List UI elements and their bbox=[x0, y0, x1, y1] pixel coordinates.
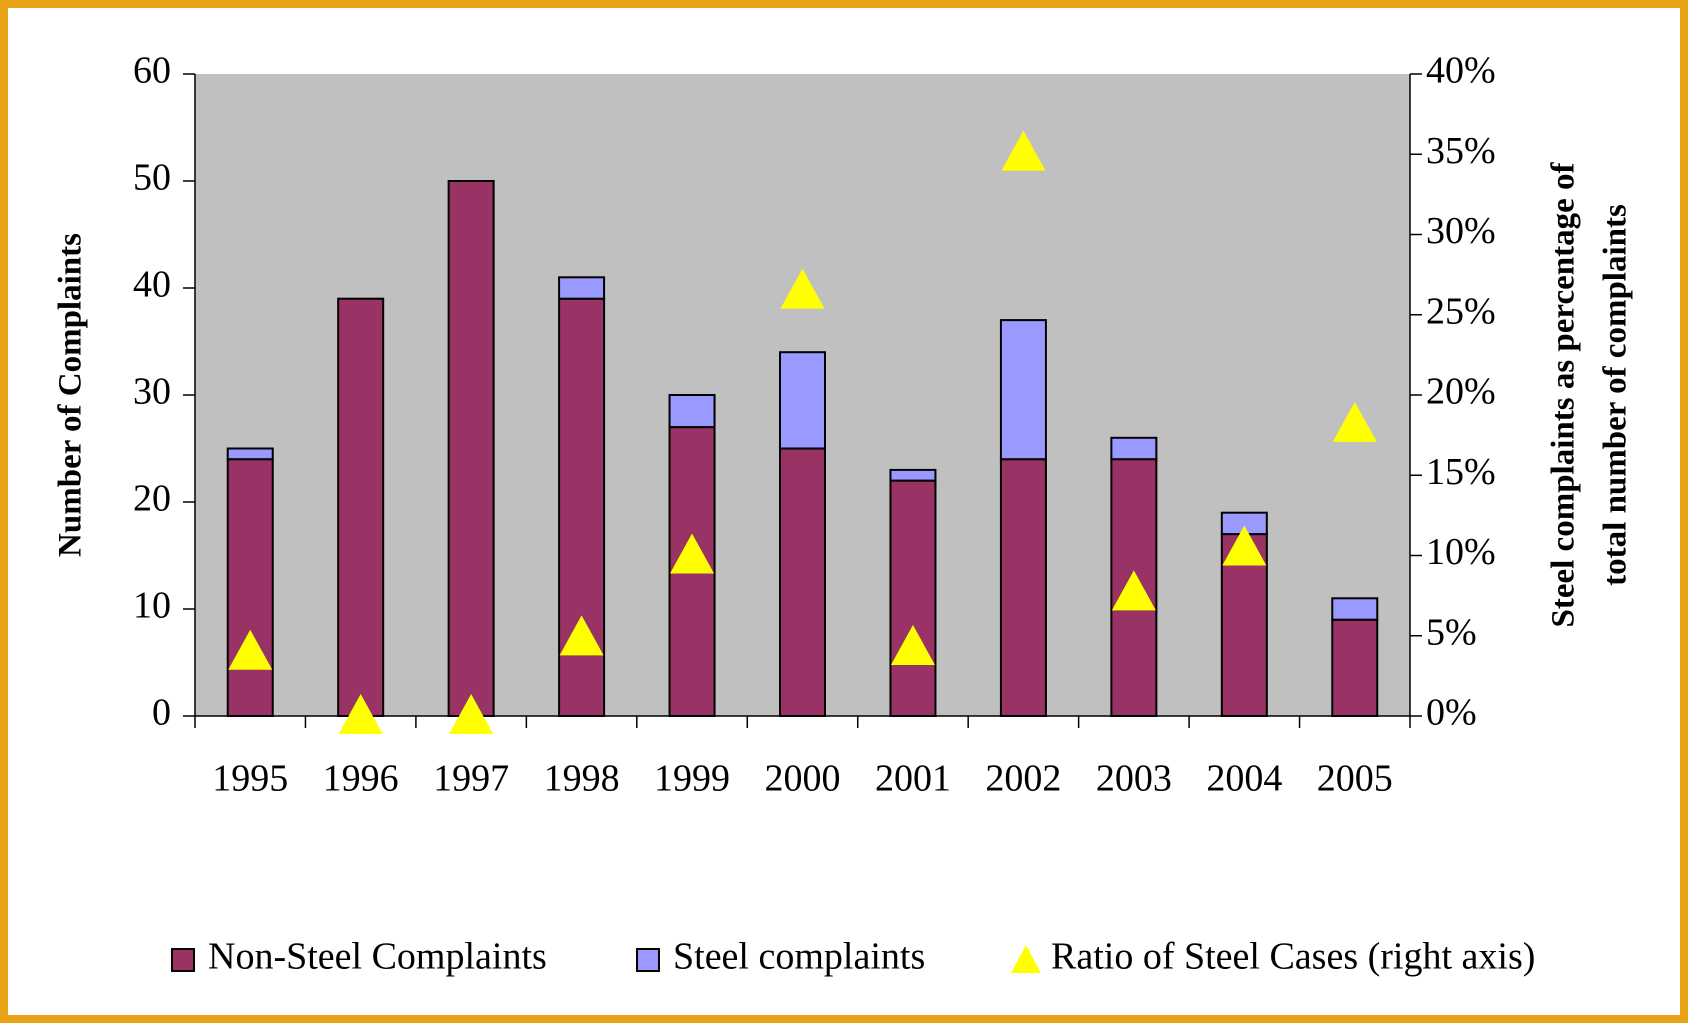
bar bbox=[668, 394, 716, 429]
y-tick-label: 0 bbox=[152, 692, 171, 734]
marker bbox=[890, 624, 935, 665]
y-tick-label: 60 bbox=[133, 50, 171, 92]
legend-swatch bbox=[171, 948, 195, 972]
x-tick-label: 1996 bbox=[323, 758, 399, 800]
x-tick-label: 2002 bbox=[985, 758, 1061, 800]
y2-tick-label: 0% bbox=[1426, 692, 1477, 734]
x-tick-label: 1998 bbox=[544, 758, 620, 800]
y2-tick-label: 25% bbox=[1426, 290, 1496, 332]
marker bbox=[1222, 525, 1267, 566]
legend-label: Steel complaints bbox=[673, 936, 925, 978]
y2-tick-label: 20% bbox=[1426, 371, 1496, 413]
y-tick-label: 30 bbox=[133, 371, 171, 413]
y-tick-label: 10 bbox=[133, 585, 171, 627]
x-tick-label: 1997 bbox=[433, 758, 509, 800]
legend-swatch bbox=[636, 948, 660, 972]
bar bbox=[558, 276, 606, 300]
y2-tick-label: 40% bbox=[1426, 50, 1496, 92]
bar bbox=[1110, 436, 1158, 461]
y2-tick-label: 15% bbox=[1426, 451, 1496, 493]
legend-label: Non-Steel Complaints bbox=[208, 936, 547, 978]
bar bbox=[999, 458, 1047, 717]
x-tick-label: 2005 bbox=[1317, 758, 1393, 800]
y-tick-label: 20 bbox=[133, 478, 171, 520]
marker bbox=[1332, 401, 1377, 442]
bar bbox=[226, 447, 274, 461]
bar bbox=[1331, 597, 1379, 621]
bar bbox=[226, 458, 274, 717]
marker bbox=[338, 694, 383, 734]
x-tick-label: 2003 bbox=[1096, 758, 1172, 800]
y2-tick-label: 10% bbox=[1426, 531, 1496, 573]
y2-axis-title: Steel complaints as percentage of bbox=[1546, 162, 1582, 628]
bar bbox=[447, 180, 495, 717]
y-tick-label: 50 bbox=[133, 157, 171, 199]
y2-tick-label: 5% bbox=[1426, 611, 1477, 653]
bar bbox=[1331, 618, 1379, 718]
bar bbox=[779, 447, 826, 717]
marker bbox=[1111, 570, 1156, 611]
x-tick-label: 2004 bbox=[1206, 758, 1282, 800]
x-tick-label: 2001 bbox=[875, 758, 951, 800]
y2-tick-label: 35% bbox=[1426, 130, 1496, 172]
marker bbox=[670, 533, 715, 574]
marker bbox=[449, 694, 494, 734]
marker bbox=[1001, 130, 1046, 171]
bar bbox=[889, 479, 937, 717]
marker bbox=[780, 268, 825, 309]
legend-marker bbox=[1011, 945, 1041, 973]
bar bbox=[999, 319, 1047, 461]
x-tick-label: 2000 bbox=[765, 758, 841, 800]
x-tick-label: 1999 bbox=[654, 758, 730, 800]
y2-tick-label: 30% bbox=[1426, 210, 1496, 252]
marker bbox=[228, 629, 273, 670]
bar bbox=[889, 468, 937, 482]
bar bbox=[779, 351, 826, 450]
y2-axis-title: total number of complaints bbox=[1598, 204, 1634, 586]
y-tick-label: 40 bbox=[133, 264, 171, 306]
marker bbox=[559, 615, 604, 656]
bar bbox=[337, 297, 385, 717]
legend-label: Ratio of Steel Cases (right axis) bbox=[1051, 936, 1535, 978]
y-axis-title: Number of Complaints bbox=[53, 233, 89, 557]
x-tick-label: 1995 bbox=[212, 758, 288, 800]
